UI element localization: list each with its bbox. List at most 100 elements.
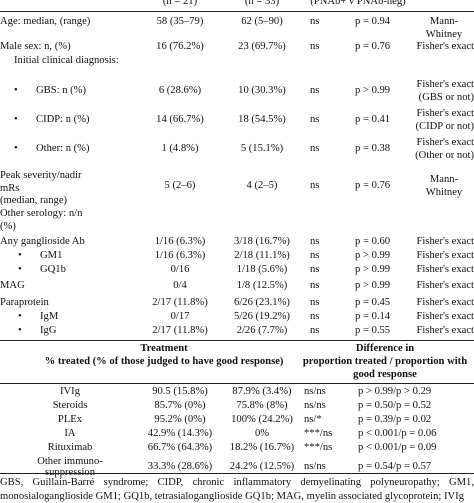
row-label: Other immuno- suppression bbox=[37, 456, 103, 478]
cell-test: Fisher's exact bbox=[416, 325, 474, 336]
cell-p: p = 0.55 bbox=[355, 325, 391, 336]
cell-p: p > 0.99 bbox=[355, 85, 391, 96]
cell-pos: 90.5 (15.8%) bbox=[152, 386, 208, 397]
row-label: IA bbox=[64, 428, 76, 439]
cell-neg: 75.8% (8%) bbox=[236, 400, 288, 411]
row-label: Other: n (%) bbox=[36, 143, 90, 154]
cell-sig: ns bbox=[310, 41, 320, 52]
rule-header bbox=[0, 11, 474, 12]
row-label: Rituximab bbox=[47, 442, 93, 453]
cell-neg: 87.9% (3.4%) bbox=[232, 386, 292, 397]
row-label: GM1 bbox=[40, 250, 63, 261]
cell-p: p = 0.76 bbox=[355, 41, 391, 52]
cell-pos: 0/16 bbox=[170, 264, 190, 275]
cell-p: p = 0.38 bbox=[355, 143, 391, 154]
cell-test: Mann- Whitney bbox=[425, 174, 463, 198]
rule-treatment-header bbox=[0, 383, 474, 384]
cell-sig: ns bbox=[310, 143, 320, 154]
cell-p: p = 0.50/p = 0.52 bbox=[358, 400, 432, 411]
cell-neg: 5/26 (19.2%) bbox=[234, 311, 290, 322]
cell-sig: ns bbox=[310, 264, 320, 275]
row-label: Paraprotein bbox=[0, 297, 49, 308]
bullet-icon: • bbox=[14, 114, 18, 125]
cell-neg: 3/18 (16.7%) bbox=[234, 236, 290, 247]
cell-pos: 2/17 (11.8%) bbox=[152, 325, 208, 336]
cell-neg: 62 (5–90) bbox=[241, 16, 283, 27]
cell-sig: ns bbox=[310, 16, 320, 27]
cell-sig: ns bbox=[310, 250, 320, 261]
bullet-icon: • bbox=[14, 143, 18, 154]
cell-p: p = 0.76 bbox=[355, 180, 391, 191]
cell-neg: 24.2% (12.5%) bbox=[229, 461, 295, 472]
cell-pos: 0/17 bbox=[170, 311, 190, 322]
cell-neg: 23 (69.7%) bbox=[238, 41, 286, 52]
row-label: Male sex: n, (%) bbox=[0, 41, 71, 52]
row-label: Any ganglioside Ab bbox=[0, 236, 85, 247]
cell-sig: ns bbox=[310, 180, 320, 191]
cell-neg: 4 (2–5) bbox=[246, 180, 278, 191]
cell-neg: 2/26 (7.7%) bbox=[236, 325, 288, 336]
cell-p: p > 0.99 bbox=[355, 264, 391, 275]
cell-p: p = 0.94 bbox=[355, 16, 391, 27]
cell-test: Fisher's exact bbox=[416, 311, 474, 322]
cell-p: p = 0.54/p = 0.57 bbox=[358, 461, 432, 472]
cell-p: p > 0.99 bbox=[355, 280, 391, 291]
cell-sig: ns bbox=[310, 85, 320, 96]
cell-sig: ***/ns bbox=[304, 442, 333, 453]
row-label: PLEx bbox=[57, 414, 83, 425]
cell-neg: 2/18 (11.1%) bbox=[234, 250, 290, 261]
cell-pos: 14 (66.7%) bbox=[156, 114, 204, 125]
cell-neg: 0% bbox=[254, 428, 270, 439]
cell-neg: 5 (15.1%) bbox=[240, 143, 284, 154]
cell-sig: ***/ns bbox=[304, 428, 333, 439]
bullet-icon: • bbox=[18, 250, 22, 261]
cell-pos: 2/17 (11.8%) bbox=[152, 297, 208, 308]
header-col-comparison: (PNAb+ v PNAb-neg) bbox=[310, 0, 406, 7]
cell-pos: 85.7% (0%) bbox=[154, 400, 206, 411]
cell-p: p < 0.001/p = 0.09 bbox=[358, 442, 437, 453]
cell-test: Fisher's exact bbox=[416, 41, 474, 52]
cell-test: Fisher's exact bbox=[416, 297, 474, 308]
bullet-icon: • bbox=[18, 311, 22, 322]
row-label: IVIg bbox=[59, 386, 80, 397]
table-footnote: GBS, Guillain-Barré syndrome; CIDP, chro… bbox=[0, 477, 474, 502]
bullet-icon: • bbox=[18, 325, 22, 336]
row-label: Age: median, (range) bbox=[0, 16, 91, 27]
cell-pos: 95.2% (0%) bbox=[154, 414, 206, 425]
cell-neg: 18.2% (16.7%) bbox=[229, 442, 295, 453]
cell-pos: 1 (4.8%) bbox=[161, 143, 199, 154]
cell-neg: 100% (24.2%) bbox=[231, 414, 293, 425]
cell-neg: 10 (30.3%) bbox=[238, 85, 286, 96]
cell-test: Fisher's exact (Other or not) bbox=[415, 137, 474, 161]
cell-test: Fisher's exact (CIDP or not) bbox=[415, 108, 474, 132]
cell-neg: 18 (54.5%) bbox=[238, 114, 286, 125]
cell-p: p = 0.14 bbox=[355, 311, 391, 322]
cell-p: p = 0.39/p = 0.02 bbox=[358, 414, 432, 425]
cell-test: Fisher's exact bbox=[416, 250, 474, 261]
cell-sig: ns bbox=[310, 297, 320, 308]
cell-sig: ns/ns bbox=[304, 400, 326, 411]
header-col-pnab-pos: (n = 21) bbox=[162, 0, 198, 7]
treatment-header: Treatment % treated (% of those judged t… bbox=[44, 343, 284, 367]
cell-p: p = 0.60 bbox=[355, 236, 391, 247]
row-label: GBS: n (%) bbox=[36, 85, 87, 96]
cell-pos: 33.3% (28.6%) bbox=[147, 461, 213, 472]
cell-test: Fisher's exact bbox=[416, 236, 474, 247]
row-label: IgG bbox=[40, 325, 57, 336]
cell-p: p > 0.99/p > 0.29 bbox=[358, 386, 432, 397]
cell-neg: 1/18 (5.6%) bbox=[236, 264, 288, 275]
cell-pos: 42.9% (14.3%) bbox=[147, 428, 213, 439]
cell-neg: 1/8 (12.5%) bbox=[236, 280, 288, 291]
section-initial-diagnosis: Initial clinical diagnosis: bbox=[14, 55, 119, 66]
cell-pos: 66.7% (64.3%) bbox=[147, 442, 213, 453]
row-label: MAG bbox=[0, 280, 25, 291]
cell-pos: 16 (76.2%) bbox=[156, 41, 204, 52]
cell-neg: 6/26 (23.1%) bbox=[234, 297, 290, 308]
header-col-pnab-neg: (n = 33) bbox=[244, 0, 280, 7]
difference-header: Difference in proportion treated / propo… bbox=[302, 343, 468, 380]
row-label: IgM bbox=[40, 311, 59, 322]
cell-pos: 0/4 bbox=[173, 280, 187, 291]
cell-sig: ns bbox=[310, 236, 320, 247]
bullet-icon: • bbox=[18, 264, 22, 275]
